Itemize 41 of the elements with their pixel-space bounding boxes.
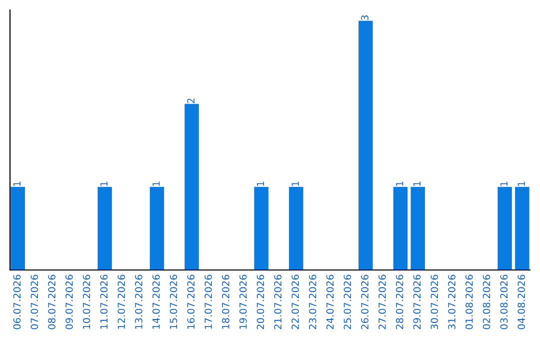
x-tick-label: 12.07.2026 [118,274,125,329]
x-tick-label: 26.07.2026 [361,274,368,330]
data-label: 1 [152,182,160,186]
data-label: 1 [13,182,21,186]
x-tick-label: 28.07.2026 [396,274,404,330]
data-label: 2 [187,98,194,104]
x-tick-label: 08.07.2026 [48,274,56,330]
x-tick-label: 31.07.2026 [448,274,456,330]
x-tick-label: 25.07.2026 [344,274,352,330]
x-tick-label: 27.07.2026 [378,274,386,330]
x-tick-label: 10.07.2026 [82,274,90,329]
x-tick-label: 18.07.2026 [222,274,230,329]
data-label: 1 [413,182,421,186]
x-tick-label: 23.07.2026 [308,274,316,330]
x-tick-label: 24.07.2026 [326,274,334,330]
data-label: 3 [361,15,368,20]
x-tick-label: 06.07.2026 [13,274,21,330]
x-tick-label: 04.08.2026 [518,274,525,330]
x-tick-label: 29.07.2026 [413,274,421,330]
data-label: 1 [396,182,404,186]
x-tick-label: 01.08.2026 [465,274,473,330]
x-tick-label: 16.07.2026 [187,274,195,329]
x-tick-label: 22.07.2026 [292,274,299,330]
x-tick-label: 19.07.2026 [239,274,247,329]
x-tick-label: 30.07.2026 [430,274,438,330]
x-tick-label: 02.08.2026 [482,274,490,330]
x-tick-label: 15.07.2026 [170,274,178,329]
data-label: 1 [500,182,508,186]
x-tick-label: 03.08.2026 [500,274,508,330]
x-tick-label: 21.07.2026 [274,274,282,330]
x-tick-label: 20.07.2026 [256,274,264,330]
data-label: 1 [100,182,108,186]
x-tick-label: 09.07.2026 [65,274,73,330]
data-label: 1 [518,182,525,186]
x-tick-label: 07.07.2026 [30,274,38,330]
x-tick-label: 17.07.2026 [204,274,212,329]
x-tick-label: 13.07.2026 [135,274,142,329]
x-tick-label: 11.07.2026 [100,274,108,329]
x-tick-label: 14.07.2026 [152,274,160,329]
data-label: 1 [292,182,299,186]
data-label: 1 [256,182,264,186]
